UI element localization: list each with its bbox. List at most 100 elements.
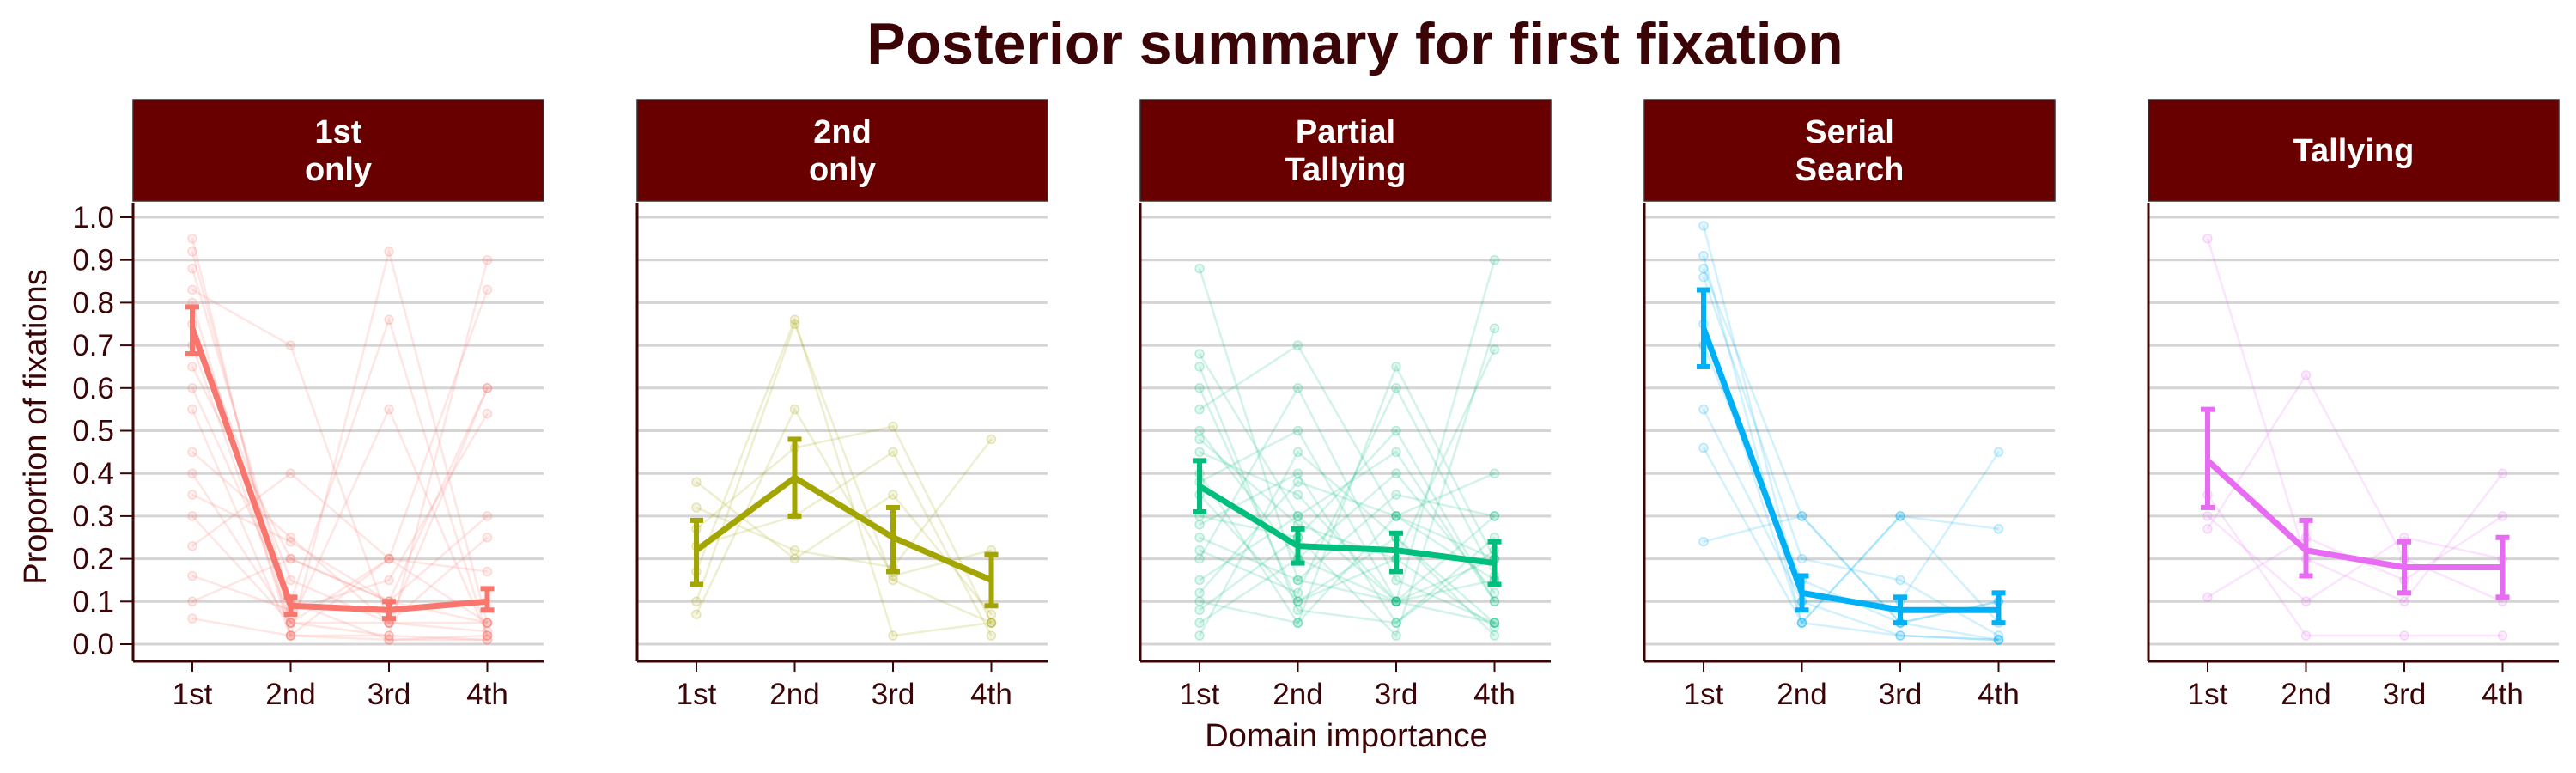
individual-point [1796, 553, 1807, 564]
individual-line [695, 406, 992, 615]
individual-point [1391, 447, 1401, 458]
individual-point [888, 630, 898, 641]
individual-point [1194, 618, 1205, 628]
individual-point [986, 609, 997, 619]
individual-point [2497, 511, 2508, 521]
individual-point [1292, 477, 1303, 487]
individual-point [2300, 370, 2312, 380]
individual-point [482, 635, 493, 645]
individual-point [2300, 630, 2312, 641]
individual-point [1292, 511, 1303, 521]
individual-line [1199, 493, 1495, 581]
individual-point [789, 553, 800, 564]
y-tick-label: 0.1 [72, 585, 114, 618]
individual-line [1199, 450, 1496, 602]
individual-point [384, 247, 394, 257]
individual-point [1292, 383, 1303, 393]
individual-point [482, 630, 493, 641]
individual-line [1199, 429, 1496, 594]
individual-point [888, 490, 898, 500]
individual-point [482, 533, 493, 543]
individual-point [1292, 425, 1303, 436]
individual-point [986, 434, 997, 445]
individual-point [1698, 271, 1709, 283]
individual-point [285, 553, 296, 564]
individual-point [285, 575, 296, 586]
individual-line [695, 316, 992, 637]
individual-line [191, 251, 488, 642]
x-tick-label: 1st [1684, 678, 1724, 711]
individual-point [482, 408, 493, 419]
individual-point [1993, 447, 2004, 458]
individual-point [1292, 618, 1303, 628]
individual-point [1489, 618, 1500, 628]
individual-point [1698, 536, 1709, 547]
individual-line [1199, 480, 1495, 594]
y-tick-label: 0.8 [72, 286, 114, 320]
individual-point [1796, 511, 1807, 521]
individual-point [384, 575, 394, 586]
individual-point [482, 254, 493, 265]
individual-point [1391, 511, 1401, 521]
individual-point [482, 626, 493, 636]
individual-line [191, 289, 488, 633]
individual-point [986, 618, 997, 628]
individual-point [285, 618, 296, 628]
y-axis-title: Proportion of fixations [18, 269, 54, 585]
individual-point [384, 553, 394, 564]
individual-point [1391, 383, 1401, 393]
y-tick-label: 0.9 [72, 244, 114, 277]
individual-point [1796, 618, 1807, 628]
mean-line [1700, 327, 1999, 613]
individual-point [384, 553, 394, 564]
x-tick-label: 4th [466, 678, 508, 711]
panel-strip [2148, 99, 2560, 202]
individual-point [888, 421, 898, 432]
individual-point [482, 630, 493, 641]
mean-line [1198, 484, 1495, 567]
individual-point [285, 618, 296, 628]
individual-point [2300, 596, 2312, 607]
individual-point [285, 630, 296, 641]
individual-line [1702, 268, 1999, 642]
x-tick-label: 3rd [2383, 678, 2427, 711]
individual-point [1993, 635, 2004, 645]
individual-point [187, 490, 197, 500]
individual-point [986, 618, 997, 628]
x-tick-label: 4th [1978, 678, 2020, 711]
individual-point [1292, 605, 1303, 615]
individual-line [1198, 450, 1496, 636]
individual-point [1796, 618, 1807, 628]
panel-5: Tallying 1st 2nd 3rd 4th [2147, 99, 2560, 711]
y-tick-label: 0.3 [72, 500, 114, 533]
individual-point [1194, 553, 1205, 564]
individual-line [1198, 353, 1495, 603]
individual-point [1194, 605, 1205, 615]
individual-point [1489, 511, 1500, 521]
individual-line [1702, 255, 1999, 642]
individual-point [789, 545, 800, 556]
individual-point [1194, 263, 1205, 274]
individual-point [2202, 524, 2213, 534]
individual-point [1489, 587, 1500, 599]
x-tick-label: 4th [2482, 678, 2524, 711]
panel-strip-label: 2nd [813, 114, 872, 150]
individual-point [482, 618, 493, 628]
individual-point [1292, 575, 1303, 586]
individual-point [1391, 596, 1401, 607]
individual-point [1194, 447, 1205, 458]
individual-point [482, 635, 493, 645]
individual-point [1391, 490, 1401, 500]
individual-line [191, 238, 488, 642]
individual-point [1391, 596, 1401, 607]
individual-point [482, 284, 493, 295]
individual-point [1194, 533, 1205, 543]
individual-point [789, 319, 800, 329]
individual-point [1895, 511, 1905, 521]
individual-line [695, 320, 992, 624]
panel-strip-label: Tallying [2293, 133, 2415, 169]
individual-point [1194, 434, 1205, 445]
panel-strip-label: Partial [1296, 114, 1395, 150]
individual-point [187, 511, 197, 521]
individual-point [285, 630, 296, 641]
